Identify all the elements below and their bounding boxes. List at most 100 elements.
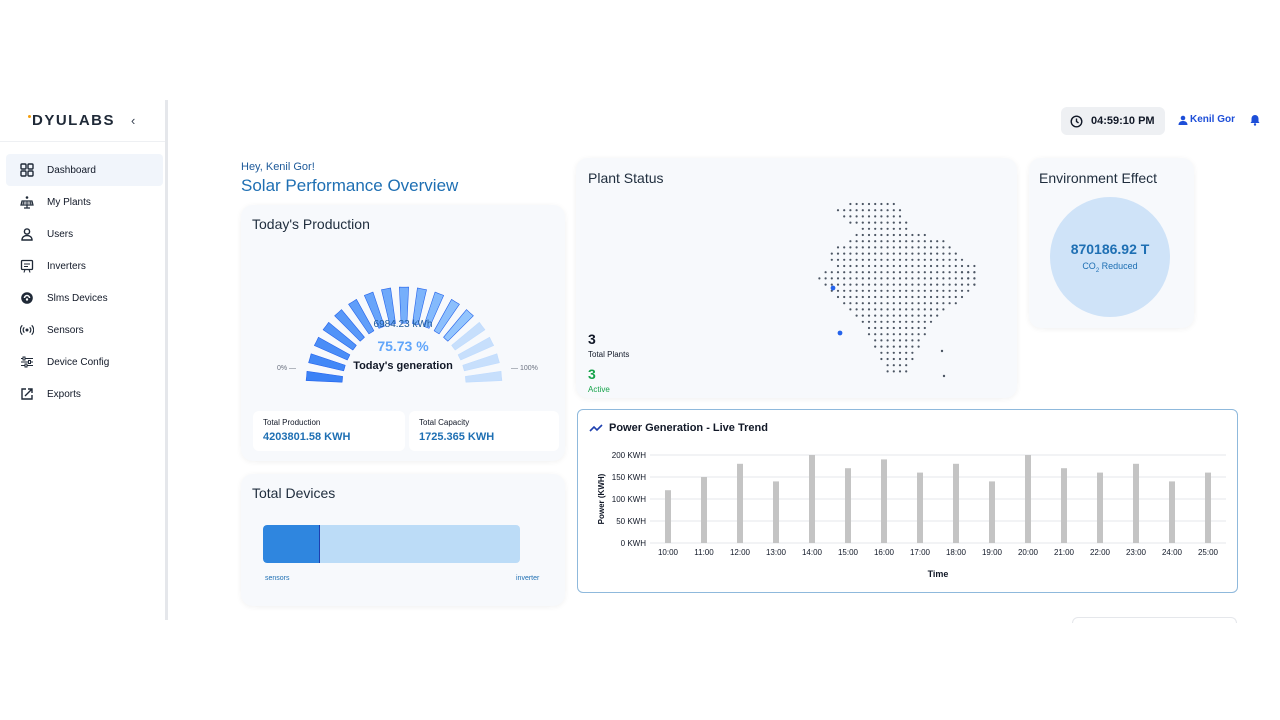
map-dot: [923, 295, 926, 299]
map-dot: [905, 345, 908, 348]
map-dot: [898, 271, 902, 274]
user-menu[interactable]: Kenil Gor: [1178, 114, 1235, 125]
chart-bar[interactable]: [1133, 463, 1139, 543]
map-dot: [836, 252, 840, 255]
chart-bar[interactable]: [1205, 472, 1211, 543]
map-dot: [948, 264, 951, 268]
sidebar-item-sensors[interactable]: Sensors: [0, 314, 165, 346]
bell-icon[interactable]: [1249, 114, 1261, 126]
map-dot: [867, 252, 871, 255]
collapse-sidebar-button[interactable]: ‹: [131, 113, 136, 128]
map-dot: [967, 264, 970, 268]
map-dot: [836, 277, 840, 280]
sidebar-item-label: Device Config: [47, 356, 110, 368]
x-tick-label: 20:00: [1018, 548, 1039, 557]
map-dot: [892, 215, 895, 218]
chart-bar[interactable]: [773, 481, 779, 543]
map-dot: [942, 308, 945, 311]
sensors-bar-segment[interactable]: [263, 525, 320, 563]
map-dot: [880, 252, 883, 255]
map-dot: [898, 209, 902, 212]
sidebar-item-exports[interactable]: Exports: [0, 378, 165, 410]
map-dot: [843, 277, 846, 280]
chart-bar[interactable]: [1097, 472, 1103, 543]
map-dot: [905, 221, 908, 224]
power-generation-chart-card: 0 KWH 50 KWH 100 KWH 150 KWH 200 KWH 10:00 11:…: [577, 409, 1238, 593]
sidebar-item-device-config[interactable]: Device Config: [0, 346, 165, 378]
map-dot: [936, 283, 939, 286]
map-dot: [936, 308, 939, 311]
map-dot: [942, 374, 946, 378]
map-dot: [948, 271, 951, 274]
chart-bar[interactable]: [1061, 468, 1067, 543]
map-dot: [948, 252, 951, 255]
map-dot: [905, 277, 908, 280]
map-dot: [911, 289, 914, 292]
chart-bar[interactable]: [989, 481, 995, 543]
map-dot: [843, 252, 846, 255]
chart-bar[interactable]: [917, 472, 923, 543]
gauge-segment: [433, 299, 460, 335]
map-dot: [886, 351, 889, 354]
map-dot: [886, 202, 889, 206]
map-dot: [855, 289, 858, 292]
map-dot: [861, 215, 864, 218]
gauge-segment: [334, 309, 365, 342]
chart-bar[interactable]: [1169, 481, 1175, 543]
map-dot: [942, 283, 945, 286]
map-dot: [836, 289, 840, 292]
chart-bar[interactable]: [1025, 455, 1031, 543]
map-dot: [929, 320, 933, 323]
map-dot: [892, 209, 895, 212]
map-dot: [886, 320, 889, 323]
sidebar-item-dashboard[interactable]: Dashboard: [6, 154, 163, 186]
chart-bar[interactable]: [737, 463, 743, 543]
map-dot: [861, 233, 864, 237]
map-dot: [936, 277, 939, 280]
map-dot: [905, 295, 908, 299]
chart-bar[interactable]: [665, 490, 671, 543]
x-tick-label: 12:00: [730, 548, 751, 557]
map-dot: [867, 320, 871, 323]
map-dot: [923, 333, 926, 336]
chart-bar[interactable]: [845, 468, 851, 543]
map-dot: [929, 271, 933, 274]
map-dot: [911, 240, 914, 243]
map-dot: [886, 258, 889, 261]
map-dot: [905, 227, 908, 230]
card-title: Today's Production: [252, 216, 370, 232]
map-dot: [874, 283, 877, 286]
sidebar-item-users[interactable]: Users: [0, 218, 165, 250]
sliders-icon: [20, 355, 34, 369]
map-dot: [880, 320, 883, 323]
sidebar-item-slms-devices[interactable]: Slms Devices: [0, 282, 165, 314]
plant-location-marker[interactable]: [837, 330, 843, 336]
map-dot: [855, 302, 858, 305]
brand-logo[interactable]: DYULABS: [28, 112, 115, 129]
map-dot: [880, 345, 883, 348]
map-dot: [923, 326, 926, 330]
chart-bar[interactable]: [953, 463, 959, 543]
sidebar-item-inverters[interactable]: Inverters: [0, 250, 165, 282]
chart-bar[interactable]: [881, 459, 887, 543]
india-map[interactable]: [808, 198, 978, 388]
map-dot: [967, 283, 970, 286]
chart-bar[interactable]: [809, 455, 815, 543]
gauge-label: Today's generation: [353, 360, 453, 372]
map-dot: [942, 240, 945, 243]
plant-location-marker[interactable]: [830, 285, 836, 291]
map-dot: [929, 289, 933, 292]
map-dot: [867, 258, 871, 261]
gauge-segment: [305, 371, 343, 383]
map-dot: [948, 258, 951, 261]
map-dot: [917, 320, 920, 323]
map-dot: [855, 277, 858, 280]
chart-bar[interactable]: [701, 477, 707, 543]
card-title: Plant Status: [588, 170, 664, 186]
sidebar-item-my-plants[interactable]: My Plants: [0, 186, 165, 218]
map-dot: [880, 246, 883, 249]
map-dot: [861, 202, 864, 206]
map-dot: [898, 246, 902, 249]
devices-ratio-bar[interactable]: [263, 525, 520, 563]
x-tick-label: 10:00: [658, 548, 679, 557]
